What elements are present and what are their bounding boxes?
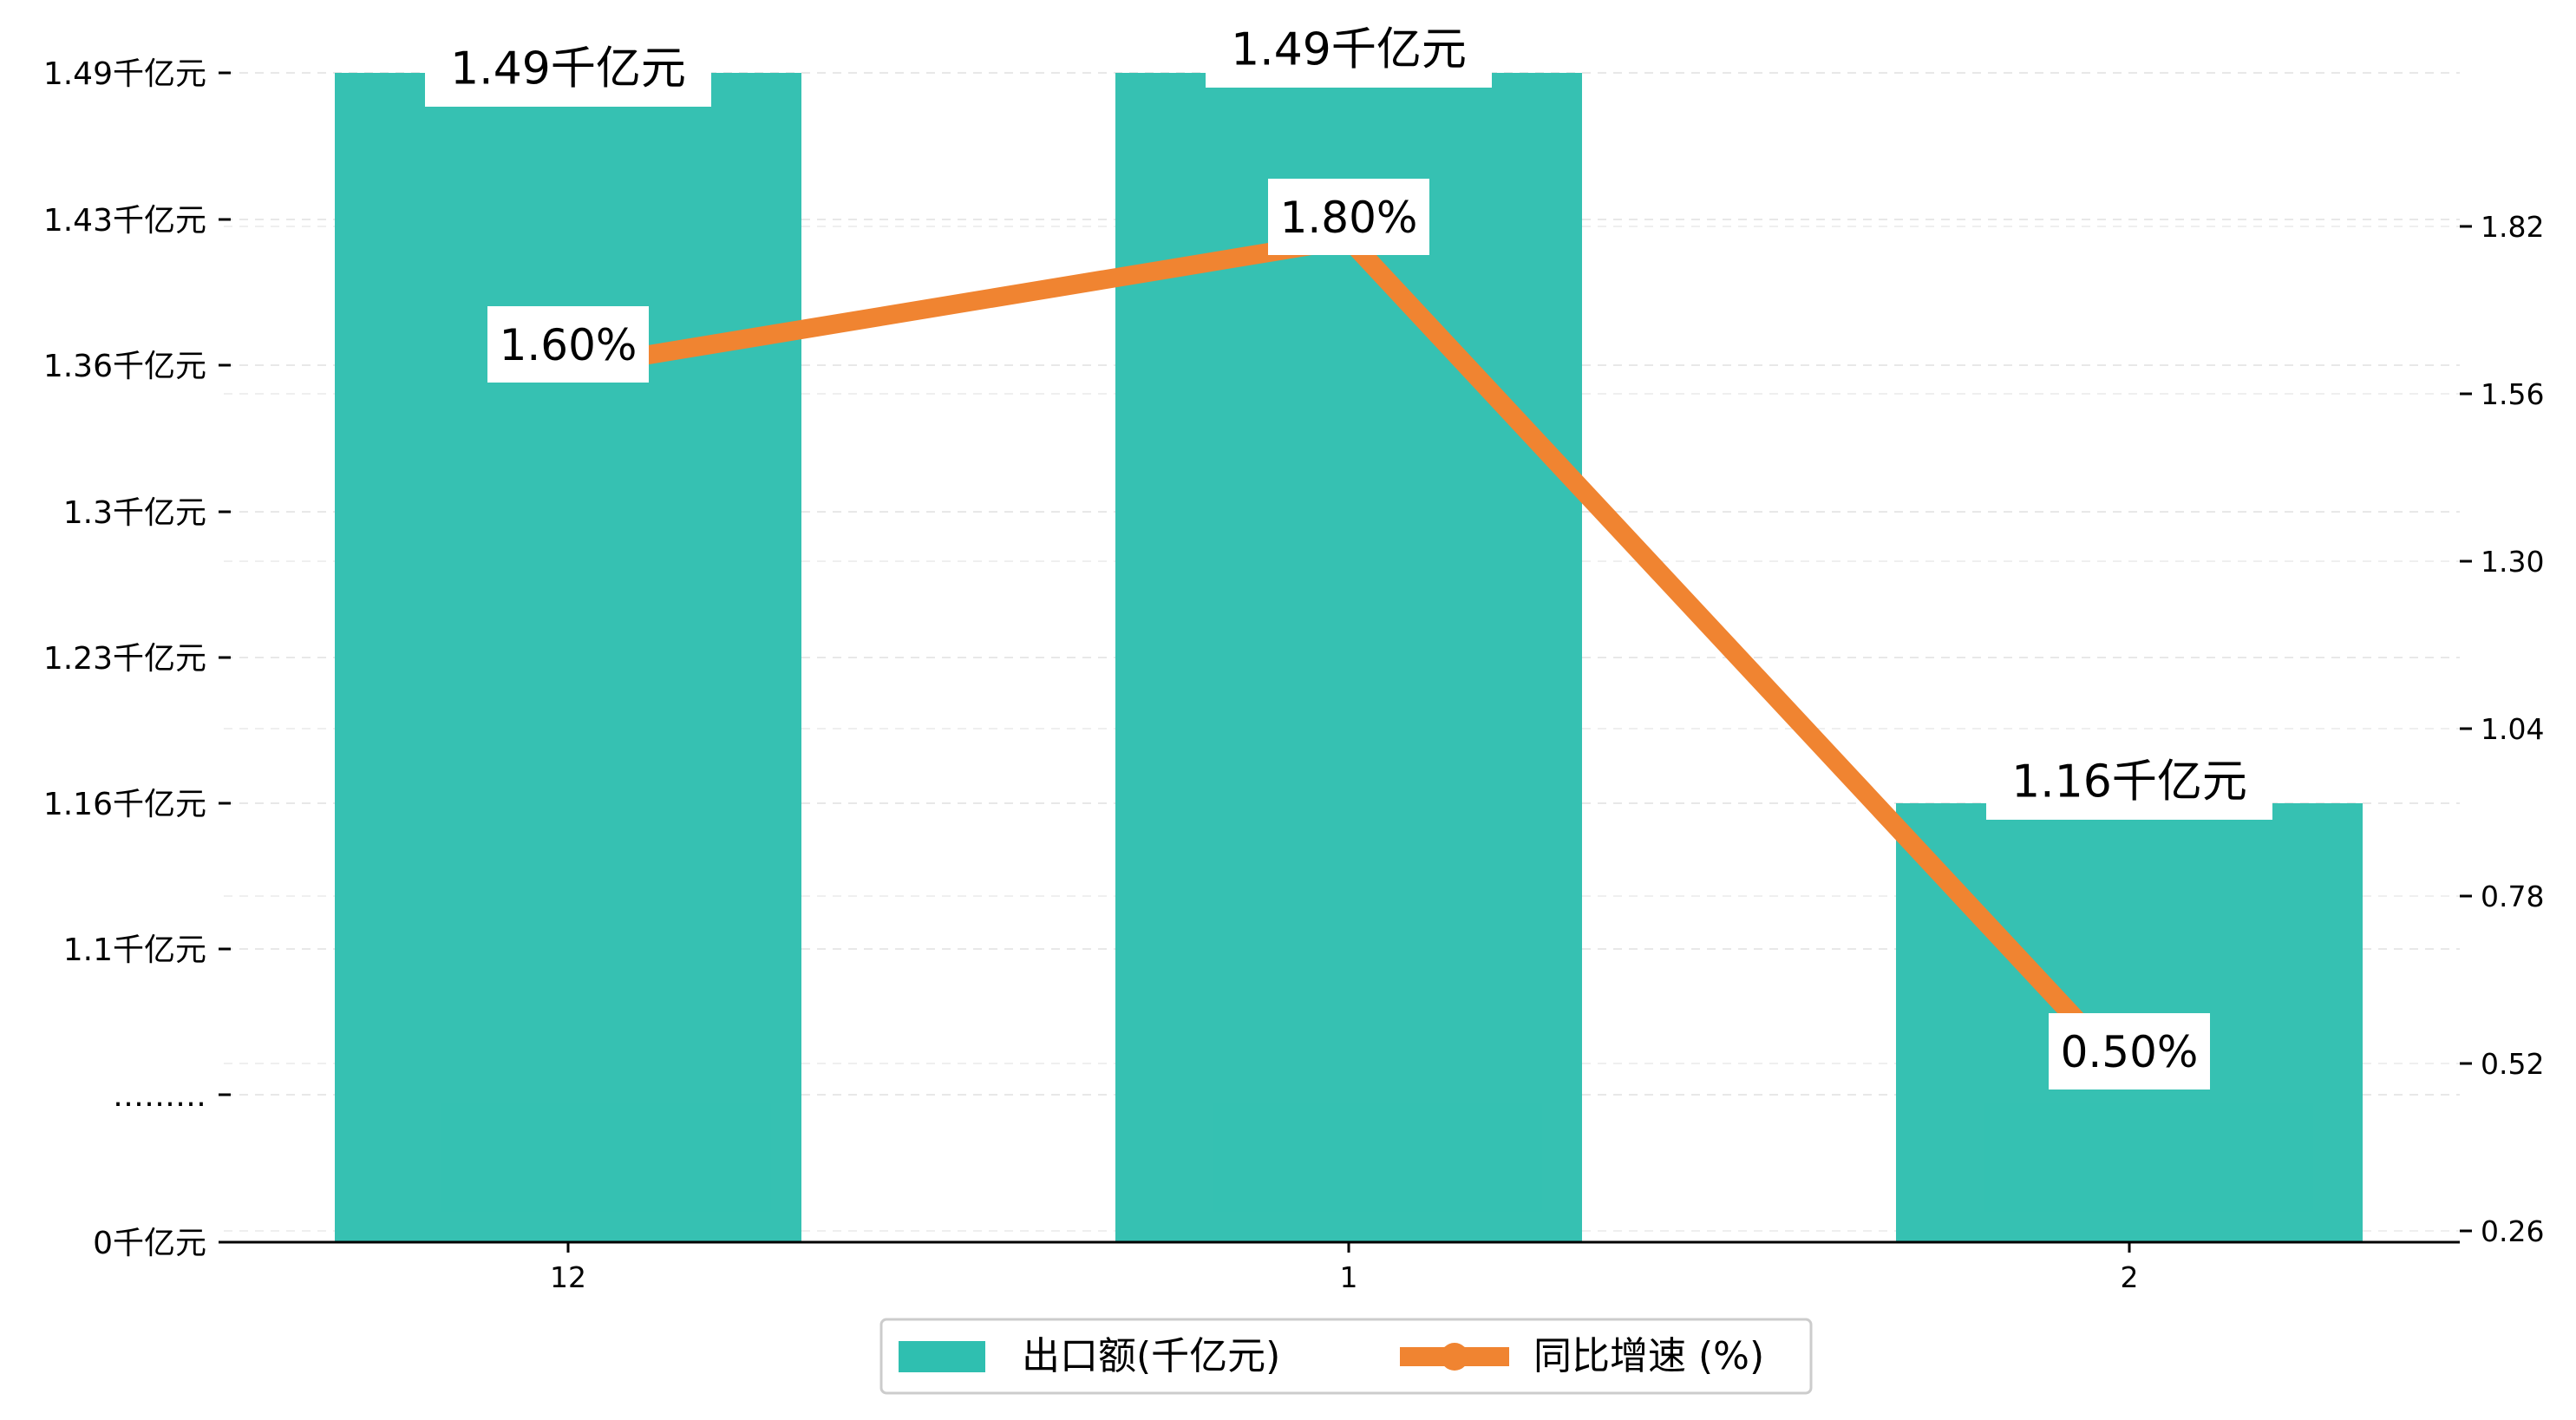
left-tick-label: 0千亿元 [93,1226,206,1261]
left-tick-label: 1.49千亿元 [43,56,206,92]
left-tick-label: 1.43千亿元 [43,203,206,239]
x-tick-label: 1 [1340,1260,1358,1294]
bar-data-label-box [1986,742,2272,820]
line-data-label-text: 0.50% [2061,1027,2199,1077]
line-data-label-box [2049,1013,2210,1090]
line-data-label-box [1268,179,1429,255]
left-tick-label: 1.36千亿元 [43,349,206,384]
bar-data-label-text: 1.16千亿元 [2011,756,2247,808]
bar-data-label: 1.49千亿元 [425,29,711,107]
left-tick-label: ……… [113,1078,206,1114]
right-tick-label: 0.78 [2481,880,2544,913]
data-labels: 1.49千亿元 1.49千亿元 1.16千亿元 1.60% 1.80% 0.50% [425,10,2272,1090]
line-data-label: 1.60% [487,306,649,383]
left-tick-label: 1.16千亿元 [43,787,206,822]
legend-bar-swatch [899,1341,985,1372]
legend-bar-label: 出口额(千亿元) [1022,1334,1280,1378]
right-tick-label: 1.82 [2481,210,2544,244]
legend: 出口额(千亿元) 同比增速 (%) [879,1318,1813,1395]
bar-data-label-box [425,29,711,107]
right-tick-label: 1.30 [2481,545,2544,579]
left-tick-label: 1.3千亿元 [63,495,206,531]
line-data-label: 1.80% [1268,179,1429,255]
right-tick-label: 0.52 [2481,1047,2544,1081]
right-tick-label: 0.26 [2481,1214,2544,1248]
line-data-label-text: 1.80% [1280,193,1418,243]
bar-mark [335,73,801,1242]
legend-line-label: 同比增速 (%) [1533,1334,1764,1378]
axes: 0千亿元 ……… 1.1千亿元 1.16千亿元 1.23千亿元 1.3千亿元 1.36千亿元… [43,56,2545,1294]
left-tick-label: 1.1千亿元 [63,932,206,968]
x-tick-label: 2 [2121,1260,2139,1294]
bar-data-label-text: 1.49千亿元 [450,43,686,95]
bar-data-label: 1.49千亿元 [1206,10,1492,88]
bar-data-label-text: 1.49千亿元 [1231,24,1467,76]
line-data-label-text: 1.60% [500,320,637,370]
right-tick-label: 1.56 [2481,377,2544,411]
bar-data-label-box [1206,10,1492,88]
x-tick-label: 12 [550,1260,586,1294]
bar-data-label: 1.16千亿元 [1986,742,2272,820]
legend-frame [879,1318,1813,1395]
legend-line-marker [1441,1343,1468,1371]
line-data-label: 0.50% [2049,1013,2210,1090]
left-tick-label: 1.23千亿元 [43,641,206,677]
right-tick-label: 1.04 [2481,712,2544,746]
line-data-label-box [487,306,649,383]
